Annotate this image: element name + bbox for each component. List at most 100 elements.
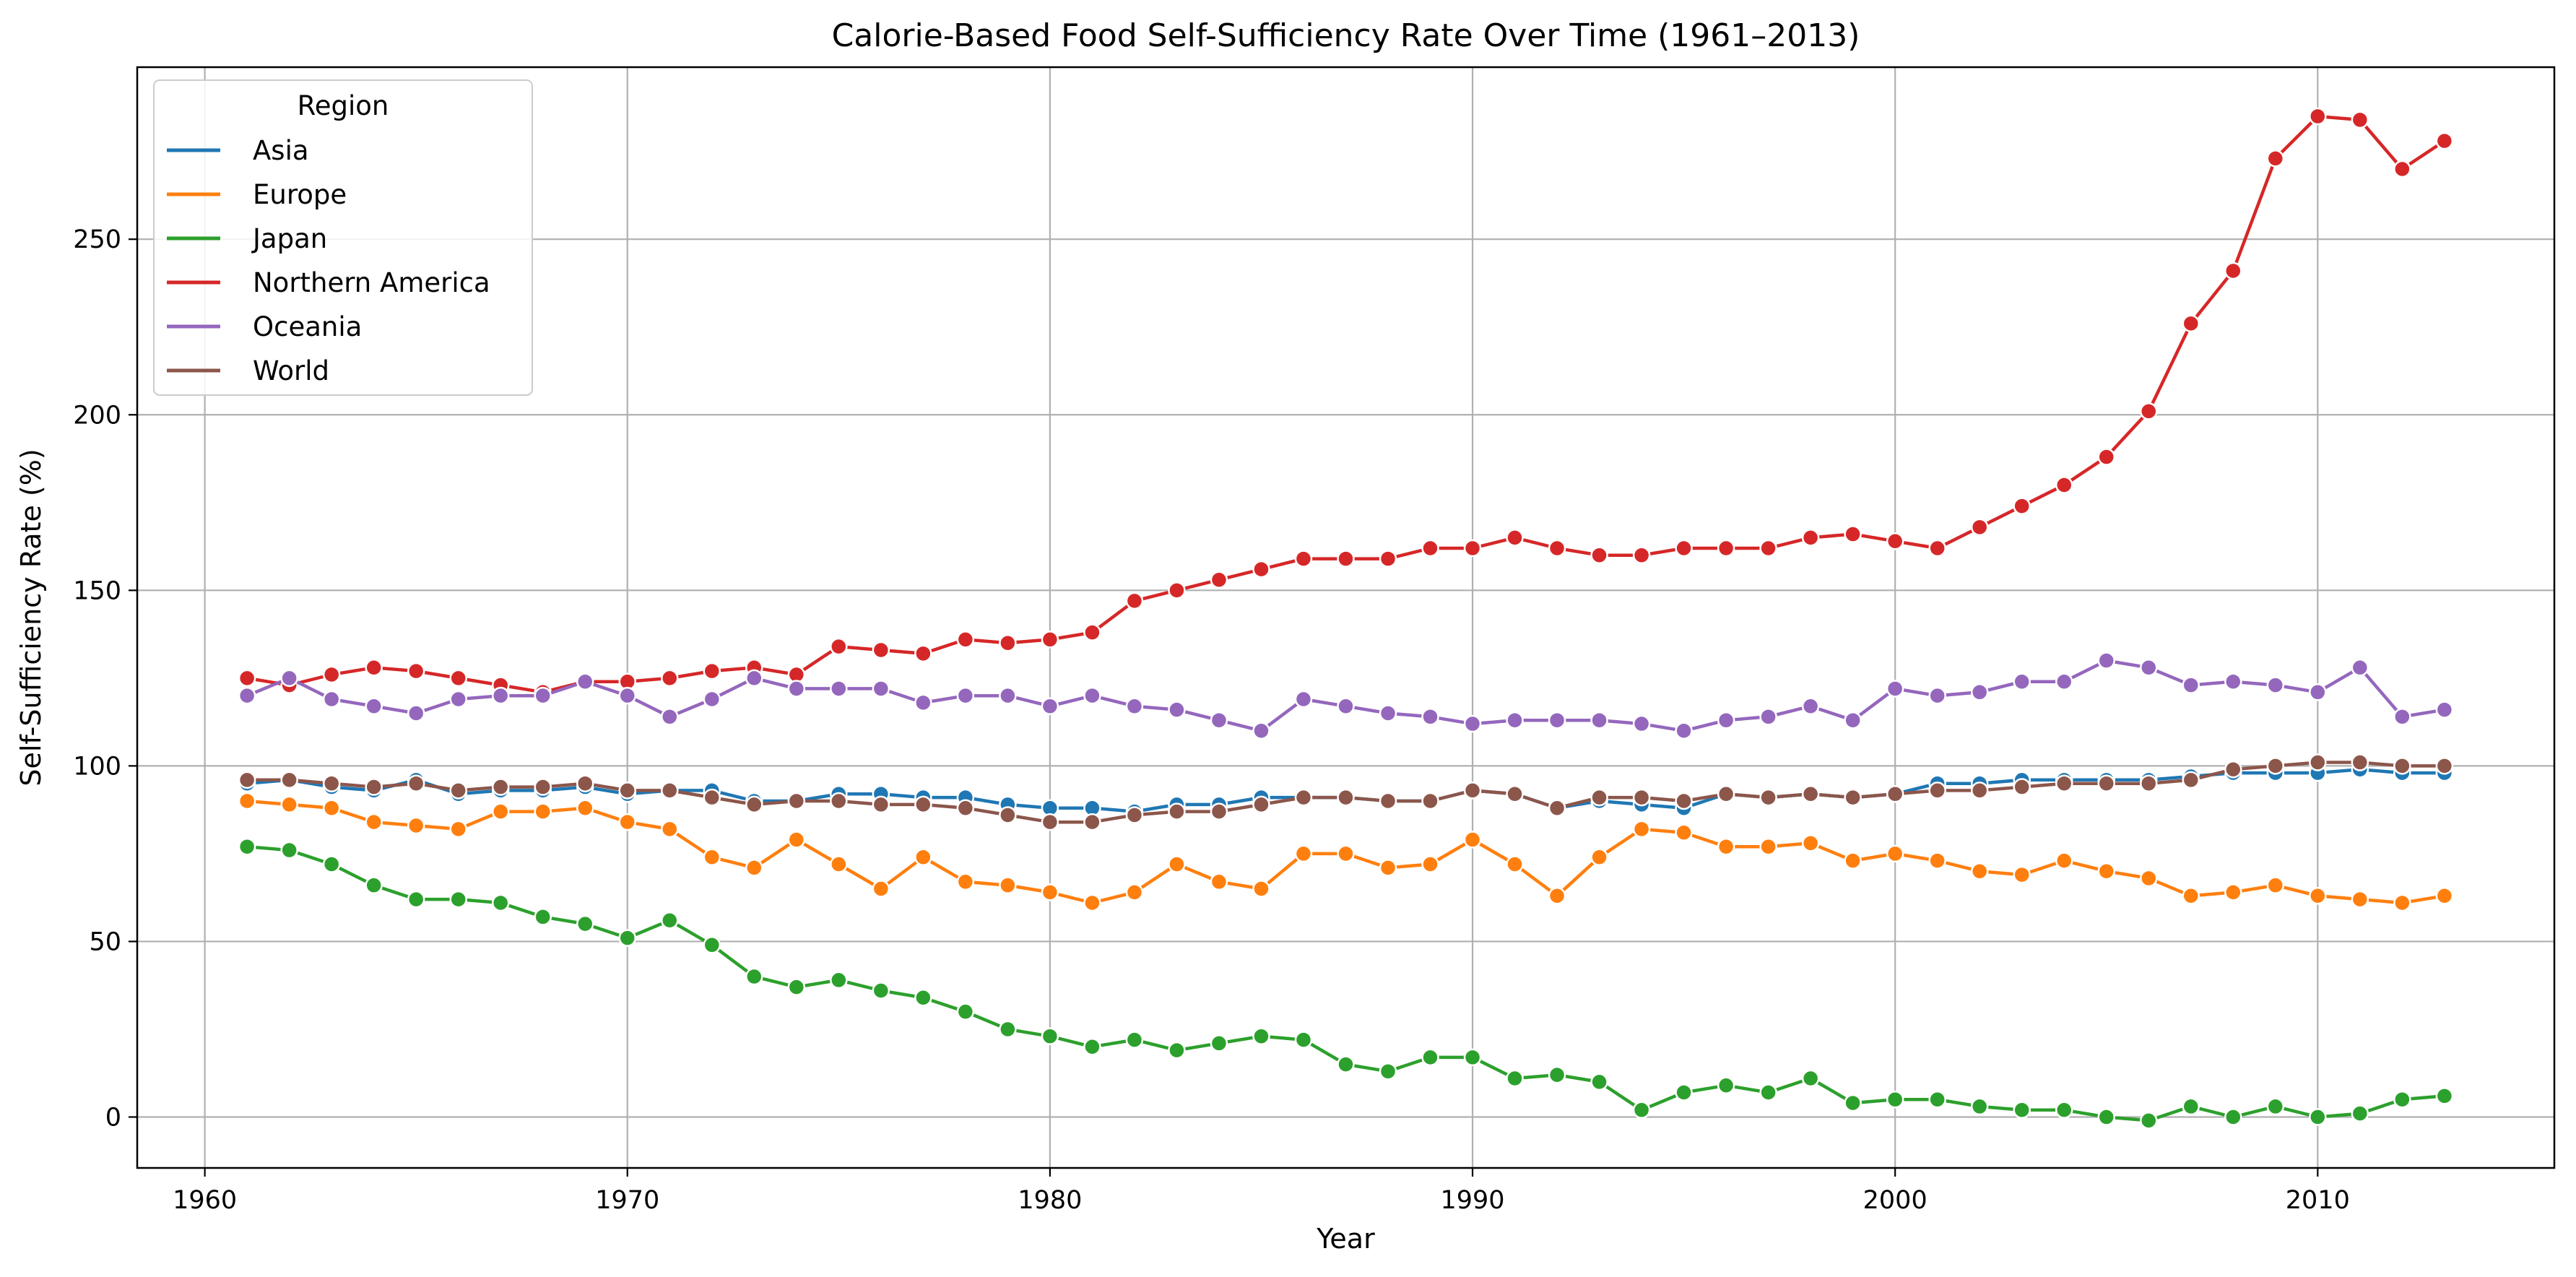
data-point-world xyxy=(576,774,594,792)
data-point-europe xyxy=(1168,855,1186,873)
data-point-europe xyxy=(956,873,975,891)
data-point-northern-america xyxy=(2435,131,2454,150)
data-point-northern-america xyxy=(1421,539,1439,558)
data-point-oceania xyxy=(830,680,848,698)
data-point-northern-america xyxy=(2013,497,2031,515)
data-point-world xyxy=(618,782,637,800)
data-point-japan xyxy=(449,890,467,909)
data-point-oceania xyxy=(2435,701,2454,719)
data-point-europe xyxy=(1294,844,1313,863)
data-point-japan xyxy=(576,914,594,933)
data-point-europe xyxy=(2013,865,2031,884)
data-point-europe xyxy=(1506,855,1524,873)
data-point-oceania xyxy=(2182,676,2200,694)
data-point-world xyxy=(407,774,425,792)
data-point-oceania xyxy=(999,686,1017,705)
data-point-world xyxy=(280,771,298,789)
data-point-japan xyxy=(1590,1073,1608,1091)
data-point-oceania xyxy=(1210,711,1228,730)
data-point-northern-america xyxy=(661,669,679,688)
data-point-japan xyxy=(1168,1041,1186,1060)
data-point-northern-america xyxy=(1970,518,1989,537)
data-point-oceania xyxy=(956,686,975,705)
data-point-northern-america xyxy=(407,662,425,680)
y-tick-label: 100 xyxy=(73,752,121,781)
data-point-japan xyxy=(872,982,890,1000)
data-point-northern-america xyxy=(1125,592,1144,610)
data-point-japan xyxy=(2182,1097,2200,1116)
data-point-europe xyxy=(872,880,890,898)
data-point-northern-america xyxy=(1463,539,1482,558)
data-point-japan xyxy=(1252,1027,1270,1045)
data-point-europe xyxy=(1632,820,1651,839)
data-point-europe xyxy=(2393,893,2411,912)
data-point-europe xyxy=(914,848,932,867)
data-point-oceania xyxy=(576,672,594,691)
data-point-japan xyxy=(1632,1101,1651,1120)
data-point-japan xyxy=(2224,1108,2242,1126)
data-point-northern-america xyxy=(2055,476,2073,494)
data-point-oceania xyxy=(2266,676,2285,694)
data-point-world xyxy=(534,778,552,796)
data-point-europe xyxy=(280,795,298,814)
data-point-world xyxy=(2055,774,2073,792)
data-point-europe xyxy=(1252,880,1270,898)
data-point-japan xyxy=(1886,1090,1904,1109)
data-point-world xyxy=(661,782,679,800)
data-point-oceania xyxy=(1759,708,1777,726)
series-japan xyxy=(238,837,2454,1130)
data-point-northern-america xyxy=(1844,525,1862,543)
data-point-world xyxy=(1717,785,1735,803)
data-point-oceania xyxy=(618,686,637,705)
legend-label-world: World xyxy=(253,355,329,386)
data-point-japan xyxy=(365,876,383,894)
data-point-northern-america xyxy=(322,665,341,684)
data-point-oceania xyxy=(2013,672,2031,691)
legend-label-asia: Asia xyxy=(253,135,309,166)
data-point-europe xyxy=(1717,837,1735,856)
data-point-oceania xyxy=(1294,690,1313,709)
data-point-northern-america xyxy=(1928,539,1946,558)
data-point-europe xyxy=(2055,852,2073,870)
data-point-northern-america xyxy=(1041,631,1059,649)
data-point-japan xyxy=(1970,1097,1989,1116)
y-tick-label: 200 xyxy=(73,401,121,430)
data-point-northern-america xyxy=(2351,111,2369,129)
data-point-northern-america xyxy=(1632,546,1651,564)
data-point-world xyxy=(1463,782,1482,800)
data-point-northern-america xyxy=(2224,261,2242,280)
data-point-oceania xyxy=(1717,711,1735,730)
series-oceania xyxy=(238,652,2454,740)
data-point-europe xyxy=(1844,852,1862,870)
data-point-northern-america xyxy=(703,662,721,680)
data-point-world xyxy=(830,792,848,810)
data-point-oceania xyxy=(2309,683,2327,701)
data-point-northern-america xyxy=(1252,560,1270,579)
data-point-northern-america xyxy=(914,644,932,663)
x-tick-label: 1990 xyxy=(1441,1186,1505,1215)
data-point-northern-america xyxy=(2309,107,2327,126)
data-point-europe xyxy=(1886,844,1904,863)
data-point-oceania xyxy=(534,686,552,705)
data-point-world xyxy=(322,774,341,792)
data-point-europe xyxy=(2266,876,2285,894)
data-point-europe xyxy=(1125,883,1144,901)
data-point-oceania xyxy=(1083,686,1101,705)
data-point-world xyxy=(238,771,256,789)
data-point-europe xyxy=(661,820,679,839)
data-point-oceania xyxy=(703,690,721,709)
y-tick-label: 150 xyxy=(73,576,121,605)
data-point-world xyxy=(703,788,721,807)
data-point-europe xyxy=(703,848,721,867)
data-point-northern-america xyxy=(2182,314,2200,333)
data-point-oceania xyxy=(1970,683,1989,701)
data-point-northern-america xyxy=(1548,539,1566,558)
data-point-world xyxy=(1759,788,1777,807)
data-point-world xyxy=(2309,753,2327,771)
legend-label-northern-america: Northern America xyxy=(253,267,490,298)
data-point-oceania xyxy=(2351,659,2369,677)
data-point-northern-america xyxy=(956,631,975,649)
data-point-world xyxy=(491,778,510,796)
data-point-europe xyxy=(618,813,637,831)
data-point-oceania xyxy=(2393,708,2411,726)
